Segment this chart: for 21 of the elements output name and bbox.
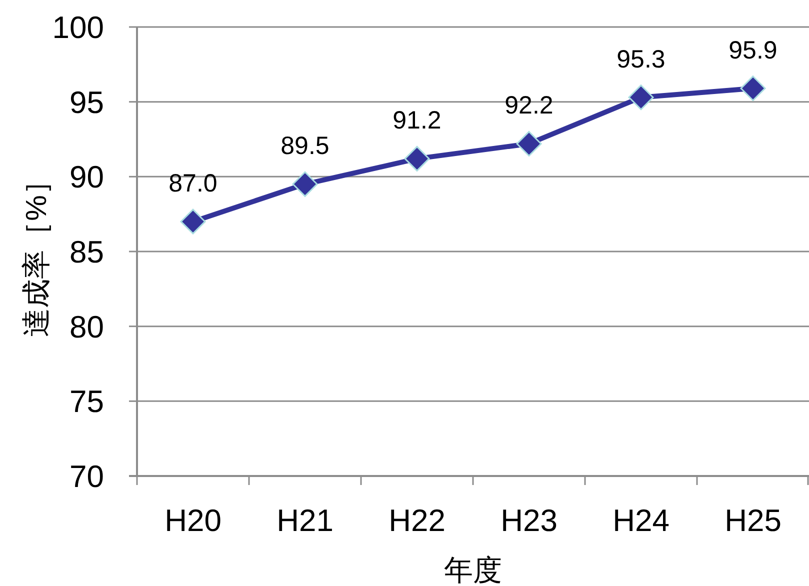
y-tick-label: 100	[52, 10, 104, 45]
y-tick-label: 70	[70, 459, 104, 494]
data-label: 95.3	[616, 45, 666, 74]
data-label: 87.0	[168, 170, 218, 198]
y-tick-label: 90	[70, 160, 104, 195]
x-axis-title: 年度	[444, 555, 502, 586]
data-label: 89.5	[280, 132, 330, 160]
x-tick-label: H24	[612, 503, 670, 538]
x-tick-label: H22	[388, 503, 446, 538]
x-tick-label: H20	[164, 503, 222, 538]
y-tick-label: 80	[70, 309, 104, 344]
x-tick-label: H21	[276, 503, 334, 538]
y-tick-label: 85	[70, 234, 104, 270]
x-tick-label: H23	[500, 503, 558, 538]
y-tick-label: 75	[70, 384, 104, 420]
x-tick-label: H25	[724, 503, 782, 538]
y-axis-title: 達成率［%］	[21, 166, 53, 337]
data-label: 95.9	[728, 36, 778, 64]
y-tick-label: 95	[70, 84, 104, 120]
data-label: 92.2	[504, 92, 554, 120]
data-label: 91.2	[392, 106, 442, 135]
